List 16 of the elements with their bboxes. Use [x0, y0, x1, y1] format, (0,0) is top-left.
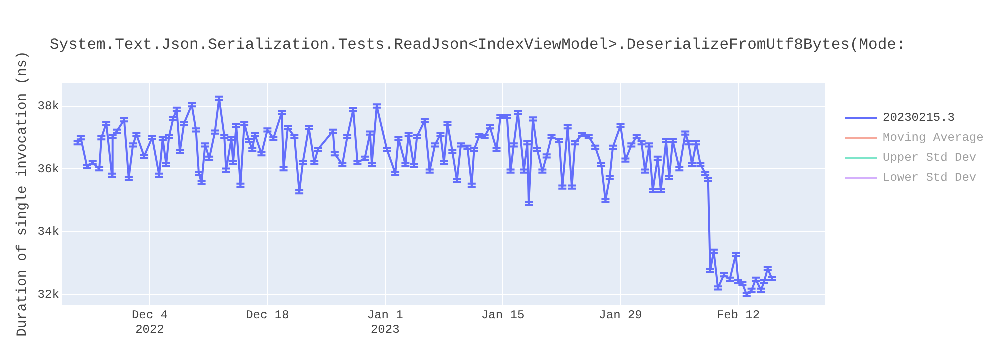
y-tick-label: 32k	[38, 288, 60, 302]
legend-label: Lower Std Dev	[883, 171, 977, 185]
y-tick-label: 34k	[38, 225, 60, 240]
y-axis-title: Duration of single invocation (ns)	[15, 51, 32, 337]
x-tick-label: Jan 15	[481, 308, 525, 323]
legend-label: Upper Std Dev	[883, 151, 977, 165]
x-tick-label: Feb 12	[716, 308, 760, 323]
x-tick-label: Dec 18	[246, 308, 290, 323]
x-tick-label: Dec 4 2022	[132, 308, 168, 337]
legend-label: Moving Average	[883, 131, 984, 145]
chart-title: System.Text.Json.Serialization.Tests.ReadJson<IndexViewModel>.DeserializeFromUtf8Bytes(Mode:	[50, 36, 906, 54]
y-tick-label: 36k	[38, 162, 60, 176]
legend-label: 20230215.3	[883, 111, 956, 125]
x-tick-label: Jan 1 2023	[367, 308, 404, 337]
y-tick-label: 38k	[38, 99, 60, 114]
x-tick-label: Jan 29	[599, 308, 642, 323]
